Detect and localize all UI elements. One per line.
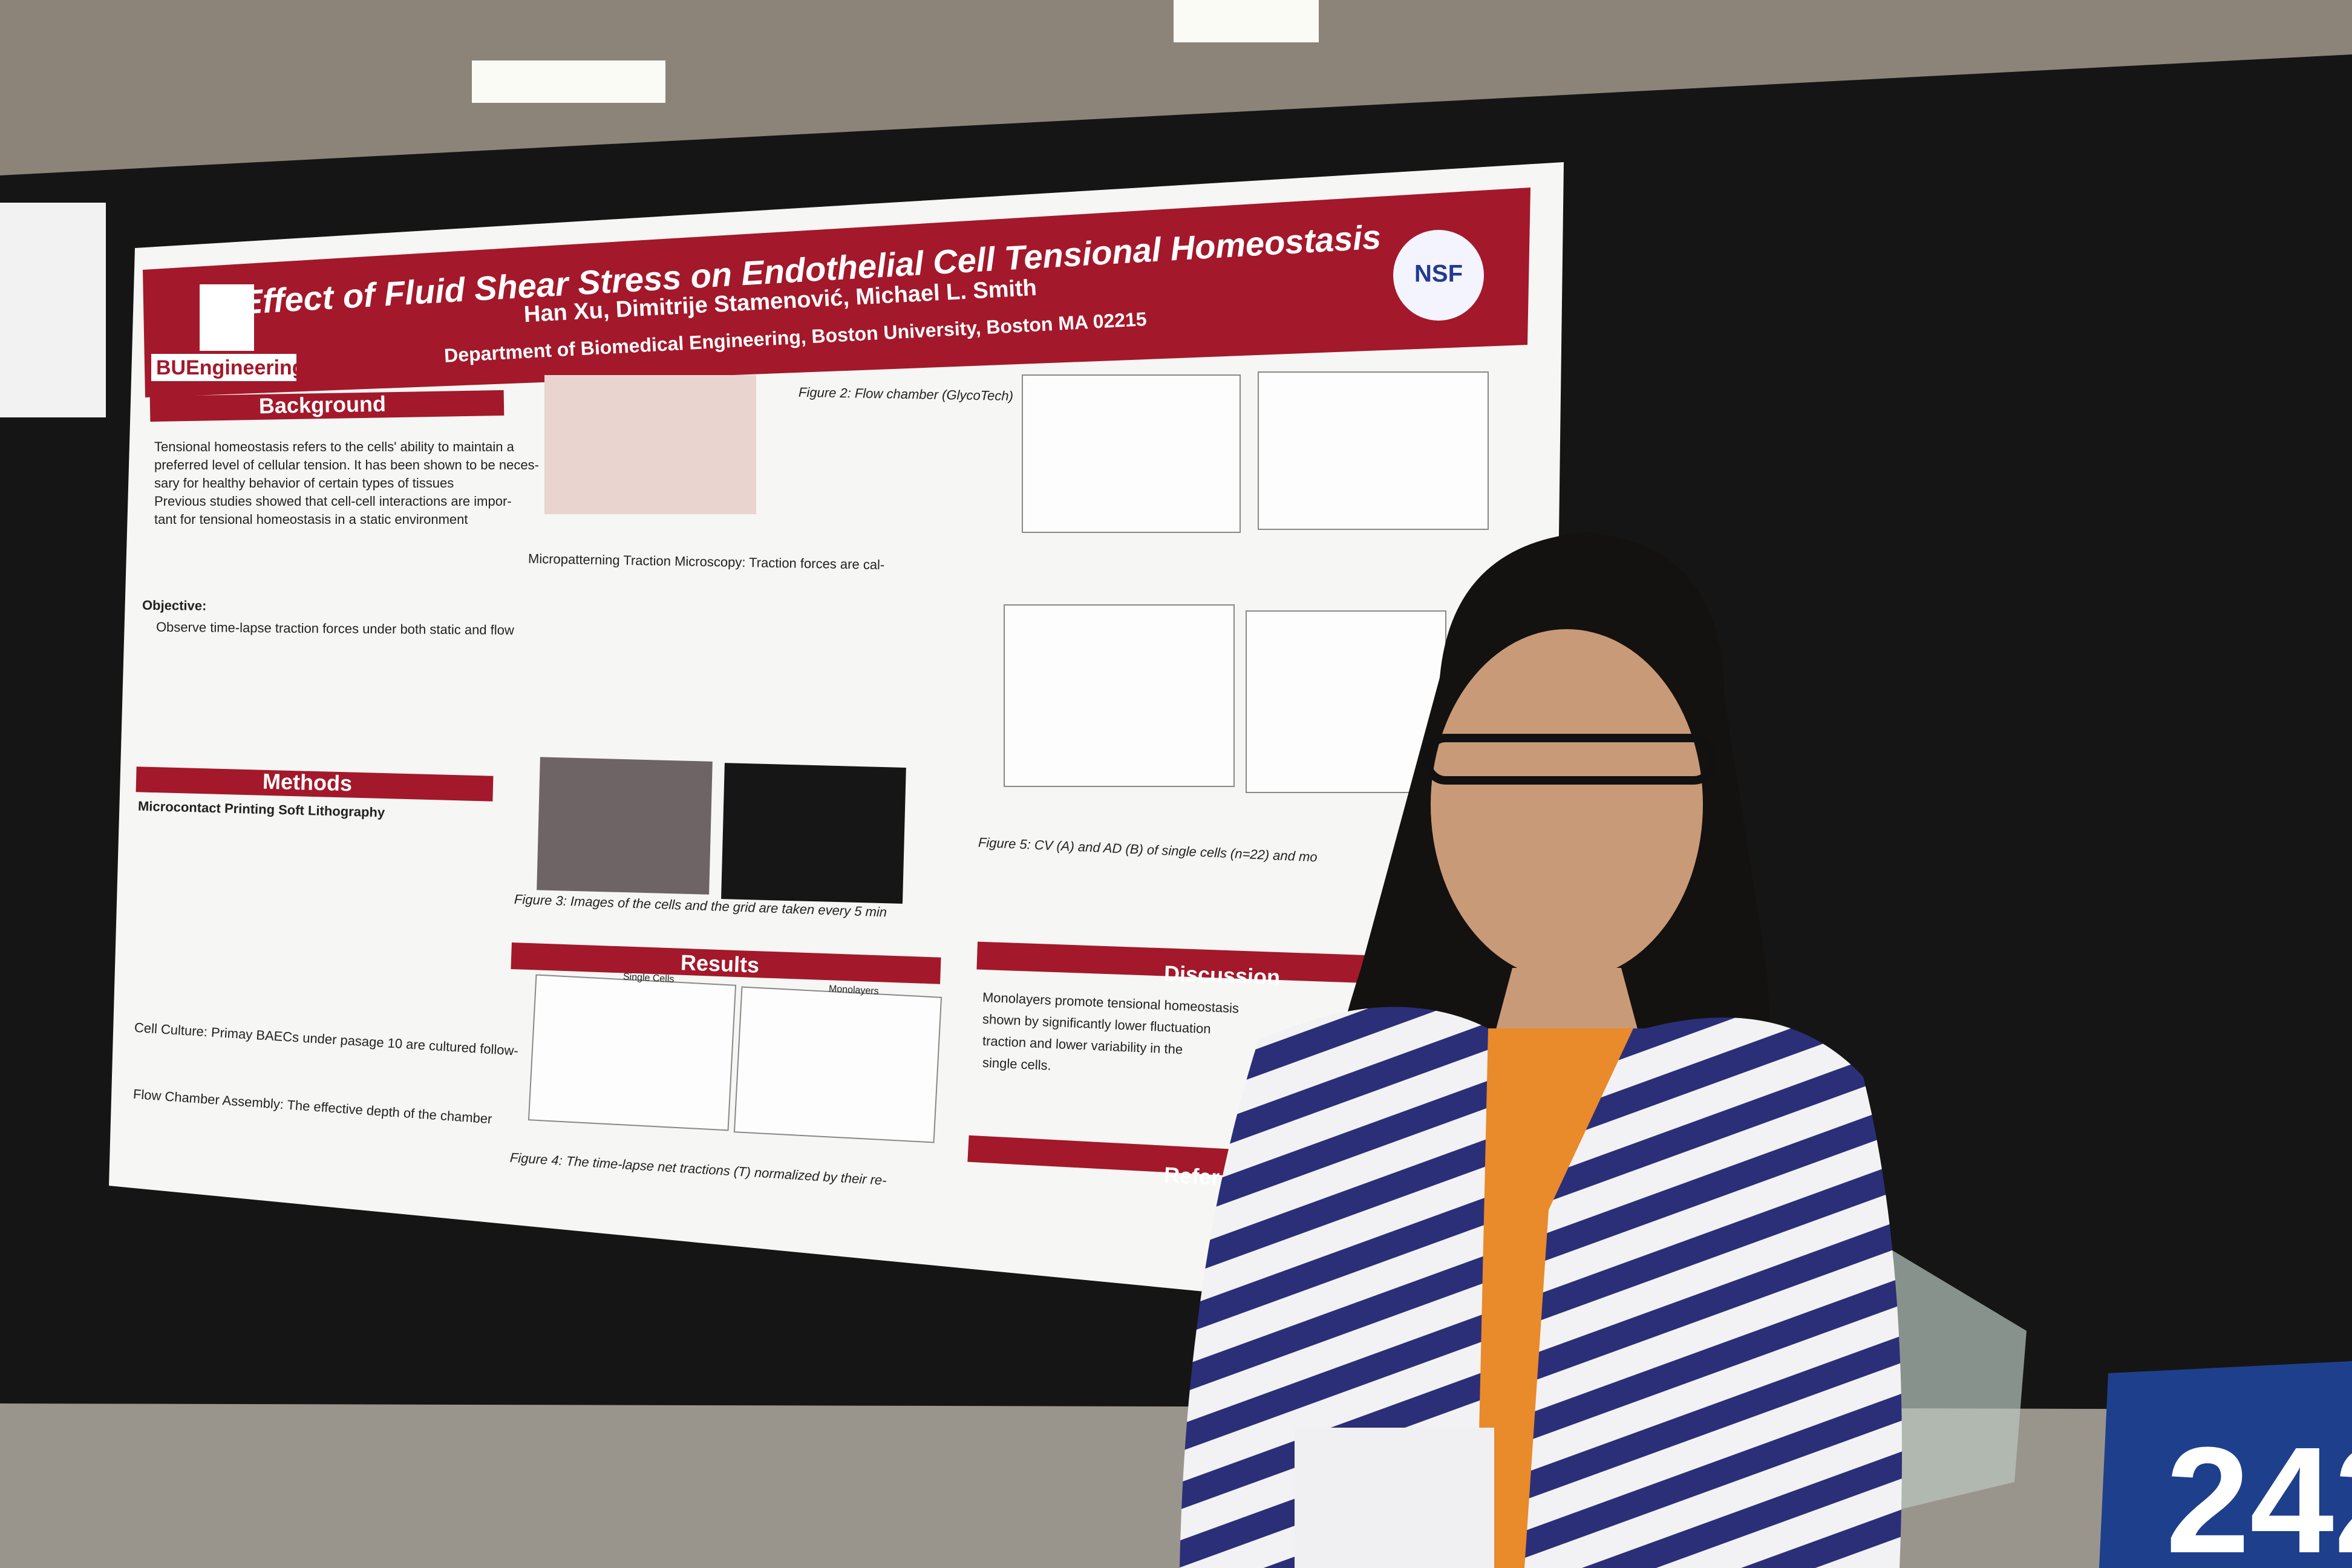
plot	[528, 974, 737, 1131]
grid-image	[721, 763, 906, 904]
ceiling-light	[472, 60, 665, 103]
box-plot	[1022, 374, 1241, 533]
poster-header	[143, 188, 1530, 397]
sign	[2099, 1361, 2352, 1568]
plot-title: Monolayers	[829, 984, 879, 996]
scatter-plot	[1258, 371, 1489, 530]
logo-seal	[200, 284, 254, 351]
plot	[733, 986, 942, 1143]
text-line: tant for tensional homeostasis in a stat…	[154, 512, 468, 527]
section-title: Background	[259, 391, 387, 419]
background-text: Tensional homeostasis refers to the cell…	[154, 439, 539, 527]
box-plot	[1004, 604, 1235, 787]
ceiling-light	[1174, 0, 1319, 42]
nsf-logo	[1393, 230, 1484, 321]
section-bar	[976, 941, 1437, 986]
section-headers: Background Methods Results Discussion Re…	[136, 390, 1437, 1190]
objective-text: Observe time-lapse traction forces under…	[156, 619, 514, 638]
section-title: Methods	[263, 769, 353, 796]
section-title: Discussion	[1163, 961, 1280, 990]
logo-box	[151, 354, 296, 381]
text-line: sary for healthy behavior of certain typ…	[154, 475, 454, 491]
logo-text: BUEngineering	[156, 356, 305, 379]
section-bar	[511, 942, 941, 984]
section-bar	[149, 390, 505, 422]
section-title: Results	[680, 950, 759, 978]
plastic-bag	[1875, 1240, 2027, 1512]
person	[1180, 532, 1902, 1568]
glasses	[1423, 734, 1716, 785]
text-line: preferred level of cellular tension. It …	[154, 457, 539, 472]
nsf-text: NSF	[1414, 261, 1463, 287]
text-line: single cells.	[982, 1055, 1052, 1073]
plot-title: Single Cells	[623, 972, 675, 984]
scatter-plot	[1246, 610, 1446, 793]
section-title: Refer	[1163, 1162, 1220, 1190]
badge	[1295, 1428, 1494, 1568]
text-line: Previous studies showed that cell-cell i…	[154, 494, 512, 509]
section-bar	[136, 766, 494, 802]
objective-heading: Objective:	[142, 598, 207, 613]
side-paper	[0, 203, 106, 417]
flow-chamber-figure	[544, 375, 756, 514]
text-line: Tensional homeostasis refers to the cell…	[154, 439, 515, 454]
figure-caption: Figure 2: Flow chamber (GlycoTech)	[799, 385, 1013, 403]
sign-number: 242	[2166, 1416, 2352, 1568]
lanyard	[1476, 1028, 1633, 1568]
cell-image	[537, 757, 713, 895]
face	[1431, 629, 1703, 980]
